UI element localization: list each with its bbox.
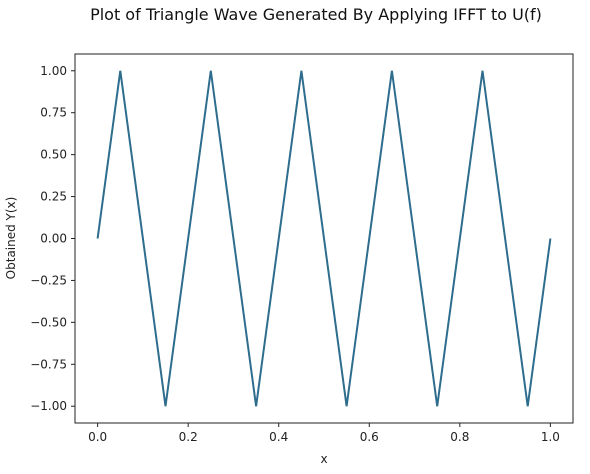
x-tick-label: 0.2 [179, 430, 198, 444]
x-tick-label: 0.4 [269, 430, 288, 444]
y-axis: 1.00 0.75 0.50 0.25 0.00 −0.25 −0.50 −0.75 −1.00 [30, 64, 75, 413]
y-tick-label: −0.25 [30, 273, 67, 287]
chart-title: Plot of Triangle Wave Generated By Apply… [90, 5, 542, 24]
x-tick-label: 1.0 [541, 430, 560, 444]
x-axis: 0.0 0.2 0.4 0.6 0.8 1.0 [88, 423, 560, 444]
y-axis-label: Obtained Y(x) [4, 197, 18, 280]
y-tick-label: 0.00 [40, 232, 67, 246]
x-tick-label: 0.6 [360, 430, 379, 444]
series-layer [96, 70, 552, 407]
y-tick-label: −0.75 [30, 357, 67, 371]
y-tick-label: −0.50 [30, 315, 67, 329]
x-tick-label: 0.0 [88, 430, 107, 444]
x-axis-label: x [320, 452, 327, 466]
y-tick-label: 0.50 [40, 148, 67, 162]
y-tick-label: 0.25 [40, 190, 67, 204]
x-tick-label: 0.8 [450, 430, 469, 444]
y-tick-label: 0.75 [40, 106, 67, 120]
series-line [96, 70, 552, 407]
y-tick-label: −1.00 [30, 399, 67, 413]
y-tick-label: 1.00 [40, 64, 67, 78]
